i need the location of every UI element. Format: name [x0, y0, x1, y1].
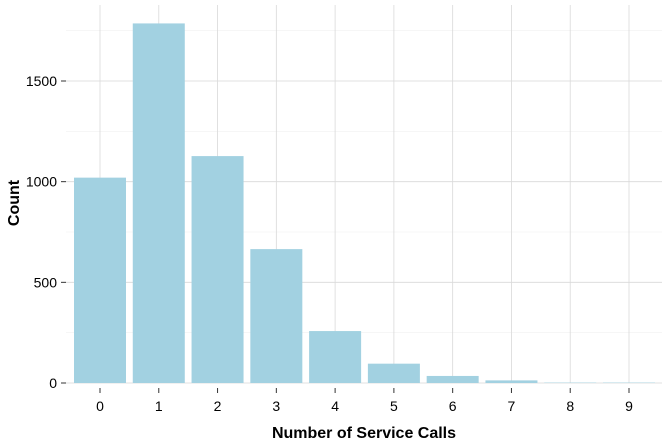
x-tick-label: 9 [625, 398, 633, 414]
bar-1 [132, 23, 185, 383]
bars [74, 23, 655, 383]
bar-7 [485, 380, 538, 383]
x-tick-label: 4 [331, 398, 339, 414]
x-tick-label: 1 [155, 398, 163, 414]
x-tick-label: 7 [508, 398, 516, 414]
y-tick-label: 1500 [26, 73, 57, 89]
x-tick-label: 2 [214, 398, 222, 414]
x-tick-label: 6 [449, 398, 457, 414]
x-axis-title: Number of Service Calls [272, 425, 456, 442]
bar-2 [191, 156, 244, 383]
y-axis-title: Count [6, 179, 23, 226]
bar-5 [367, 363, 420, 383]
y-tick-label: 1000 [26, 174, 57, 190]
x-axis-ticks: 0 1 2 3 4 5 6 7 8 9 [96, 388, 633, 414]
y-tick-label: 500 [34, 274, 58, 290]
x-tick-label: 5 [390, 398, 398, 414]
bar-4 [309, 331, 362, 383]
y-tick-label: 0 [49, 375, 57, 391]
x-tick-label: 8 [566, 398, 574, 414]
bar-0 [74, 177, 126, 383]
bar-3 [250, 249, 303, 383]
bar-6 [426, 375, 479, 383]
x-tick-label: 3 [272, 398, 280, 414]
y-axis-ticks: 0 500 1000 1500 [26, 73, 66, 391]
x-tick-label: 0 [96, 398, 104, 414]
